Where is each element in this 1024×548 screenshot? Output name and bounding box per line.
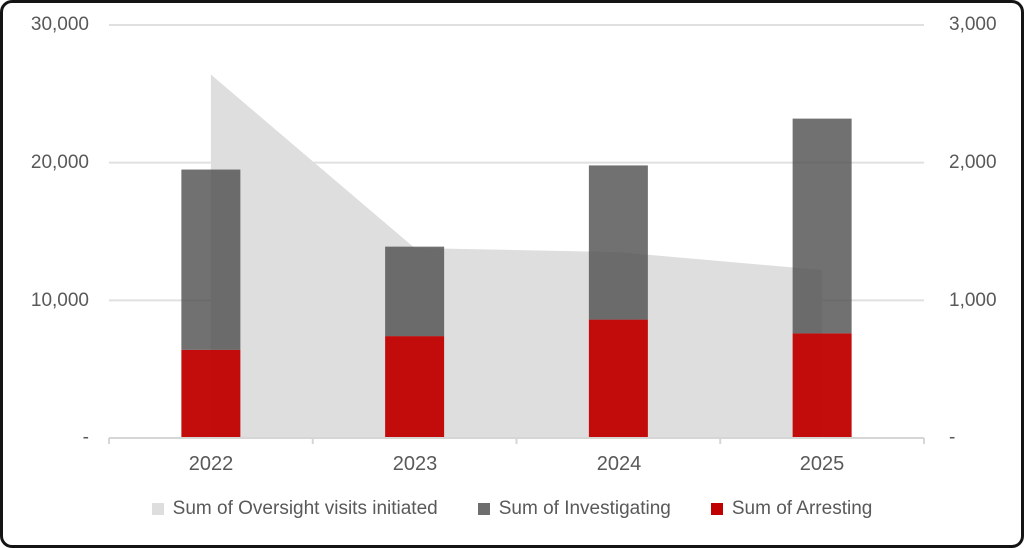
legend-item-arresting[interactable]: Sum of Arresting: [710, 497, 873, 521]
bar-arresting-2024[interactable]: [588, 319, 648, 438]
y-axis-right-tick-3000: 3,000: [949, 14, 997, 35]
legend-item-investigating[interactable]: Sum of Investigating: [477, 497, 671, 521]
area-series-oversight-visits[interactable]: [210, 74, 823, 438]
bar-investigating-2023[interactable]: [385, 246, 445, 337]
legend-label-arresting: Sum of Arresting: [731, 498, 873, 519]
bar-arresting-2025[interactable]: [792, 333, 852, 438]
legend-swatch-investigating-icon: [477, 503, 490, 515]
bar-investigating-2022[interactable]: [181, 169, 241, 350]
legend-label-investigating: Sum of Investigating: [498, 498, 671, 519]
y-axis-left-tick-10000: 10,000: [30, 290, 89, 311]
y-axis-right-tick-zero: -: [949, 427, 956, 448]
x-axis-label-2025: 2025: [799, 453, 845, 475]
x-axis-label-2023: 2023: [392, 453, 438, 475]
y-axis-right-tick-2000: 2,000: [949, 152, 997, 173]
bar-arresting-2023[interactable]: [385, 336, 445, 438]
bar-investigating-2025[interactable]: [792, 118, 852, 334]
legend-label-oversight-visits: Sum of Oversight visits initiated: [172, 498, 438, 519]
y-axis-left-tick-30000: 30,000: [30, 14, 89, 35]
bar-investigating-2024[interactable]: [588, 165, 648, 320]
chart-plot-area: [108, 24, 925, 444]
x-axis-label-2024: 2024: [596, 453, 642, 475]
y-axis-left-tick-zero: -: [82, 427, 89, 448]
legend-swatch-oversight-visits-icon: [151, 503, 164, 515]
chart-legend: Sum of Oversight visits initiated Sum of…: [3, 497, 1021, 521]
y-axis-right-tick-1000: 1,000: [949, 290, 997, 311]
legend-item-oversight-visits[interactable]: Sum of Oversight visits initiated: [151, 497, 438, 521]
x-axis-label-2022: 2022: [188, 453, 234, 475]
y-axis-left-tick-20000: 20,000: [30, 152, 89, 173]
bar-arresting-2022[interactable]: [181, 349, 241, 438]
legend-swatch-arresting-icon: [710, 503, 723, 515]
